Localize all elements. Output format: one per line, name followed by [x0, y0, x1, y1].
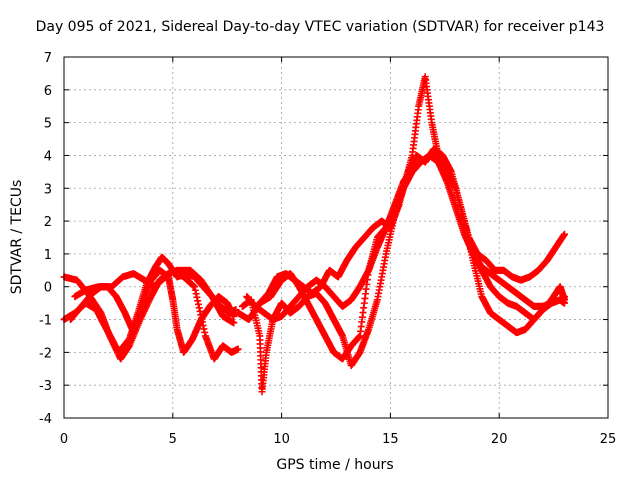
- y-tick-label: -4: [39, 412, 52, 427]
- grid-lines: [63, 56, 609, 419]
- data-point: [230, 319, 238, 327]
- y-tick-label: 2: [44, 215, 52, 230]
- y-tick-label: 6: [44, 84, 52, 99]
- y-axis-label: SDTVAR / TECUs: [9, 179, 25, 295]
- axis-ticks: 0 5 10 15 20 25 -4 -3 -2 -1 0 1 2 3 4 5 6 7: [39, 51, 616, 447]
- x-tick-label: 20: [491, 432, 508, 447]
- series-trace-5: [238, 73, 568, 396]
- series-trace-8: [243, 151, 568, 324]
- data-point: [230, 312, 238, 320]
- y-tick-label: 0: [44, 281, 52, 296]
- data-point: [560, 299, 568, 307]
- plot-frame: [63, 56, 609, 419]
- y-tick-label: -2: [39, 346, 52, 361]
- data-point: [560, 230, 568, 238]
- y-tick-label: 7: [44, 51, 52, 66]
- x-tick-label: 10: [273, 432, 290, 447]
- series-trace-4: [71, 266, 242, 363]
- x-tick-label: 0: [60, 432, 68, 447]
- y-tick-label: 5: [44, 117, 52, 132]
- y-tick-label: -3: [39, 379, 52, 394]
- data-point: [234, 345, 242, 353]
- y-tick-label: 3: [44, 182, 52, 197]
- series-trace-3: [67, 266, 238, 356]
- x-tick-label: 25: [600, 432, 617, 447]
- data-points: [60, 73, 568, 396]
- x-axis-label: GPS time / hours: [276, 457, 394, 473]
- y-tick-label: 4: [44, 149, 52, 164]
- chart-title: Day 095 of 2021, Sidereal Day-to-day VTE…: [35, 19, 605, 35]
- y-tick-label: 1: [44, 248, 52, 263]
- y-tick-label: -1: [39, 314, 52, 329]
- x-tick-label: 5: [169, 432, 177, 447]
- x-tick-label: 15: [382, 432, 399, 447]
